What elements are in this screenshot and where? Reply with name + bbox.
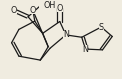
- FancyBboxPatch shape: [57, 4, 62, 12]
- FancyBboxPatch shape: [30, 7, 36, 14]
- Text: O: O: [11, 6, 17, 15]
- Text: OH: OH: [43, 1, 56, 10]
- FancyBboxPatch shape: [63, 31, 69, 39]
- FancyBboxPatch shape: [99, 23, 104, 31]
- Text: O: O: [57, 4, 63, 13]
- Text: S: S: [99, 23, 104, 32]
- Text: O: O: [30, 6, 36, 15]
- FancyBboxPatch shape: [83, 45, 88, 53]
- Text: N: N: [82, 45, 88, 54]
- FancyBboxPatch shape: [11, 7, 17, 14]
- FancyBboxPatch shape: [39, 2, 48, 10]
- Text: N: N: [63, 30, 69, 39]
